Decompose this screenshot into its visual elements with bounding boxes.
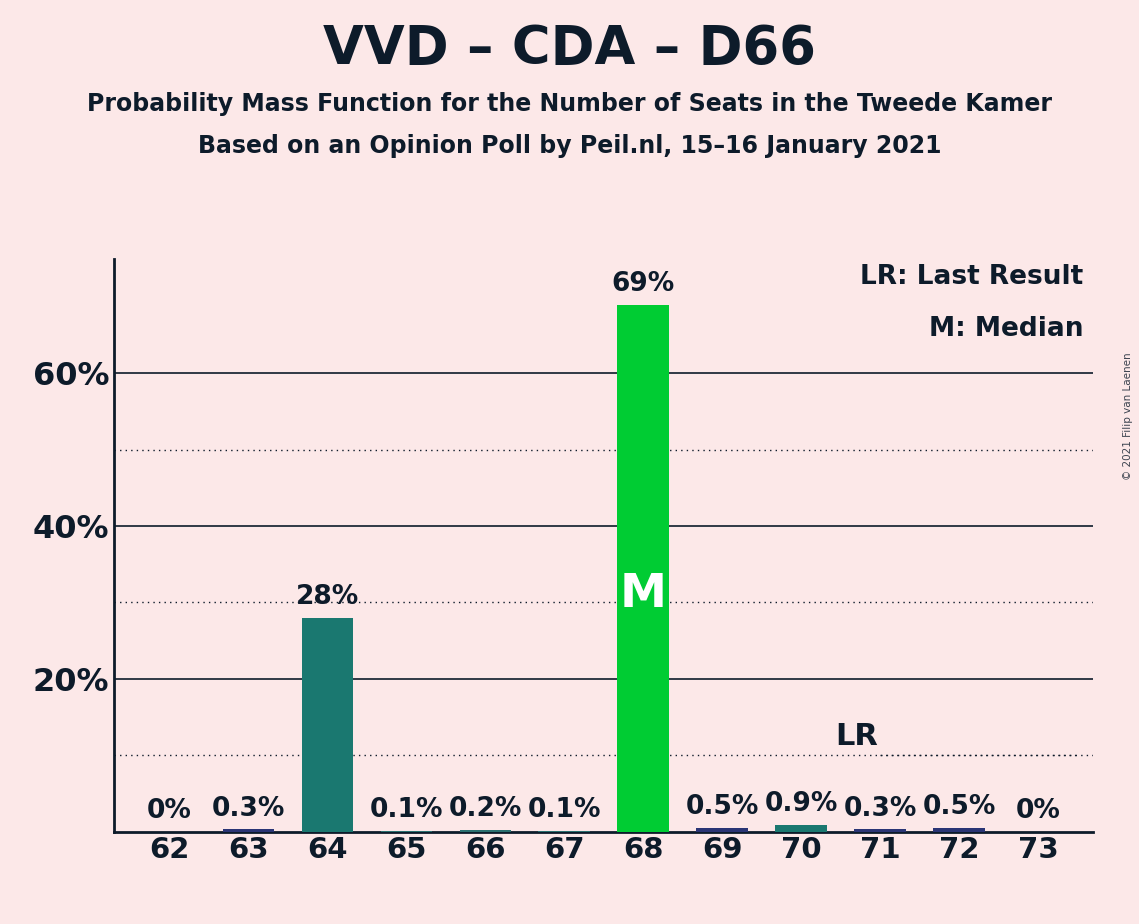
Text: 0%: 0%	[147, 798, 191, 824]
Text: 0.5%: 0.5%	[686, 794, 759, 821]
Text: 0.1%: 0.1%	[369, 797, 443, 823]
Text: LR: Last Result: LR: Last Result	[860, 264, 1083, 290]
Text: M: M	[620, 572, 666, 617]
Bar	[617, 305, 669, 832]
Text: LR: LR	[835, 723, 878, 751]
Bar	[696, 828, 748, 832]
Text: 0.3%: 0.3%	[212, 796, 285, 821]
Bar	[459, 830, 511, 832]
Text: 0.1%: 0.1%	[527, 797, 601, 823]
Text: Based on an Opinion Poll by Peil.nl, 15–16 January 2021: Based on an Opinion Poll by Peil.nl, 15–…	[198, 134, 941, 158]
Text: 69%: 69%	[612, 271, 674, 297]
Bar	[934, 828, 985, 832]
Text: 0.2%: 0.2%	[449, 796, 522, 822]
Text: M: Median: M: Median	[929, 316, 1083, 342]
Bar	[776, 825, 827, 832]
Text: 0.3%: 0.3%	[844, 796, 917, 821]
Text: VVD – CDA – D66: VVD – CDA – D66	[323, 23, 816, 75]
Text: 0%: 0%	[1016, 798, 1060, 824]
Bar	[854, 830, 906, 832]
Bar	[302, 618, 353, 832]
Bar	[222, 830, 273, 832]
Text: © 2021 Filip van Laenen: © 2021 Filip van Laenen	[1123, 352, 1133, 480]
Text: 28%: 28%	[295, 584, 359, 610]
Text: 0.9%: 0.9%	[764, 791, 838, 817]
Text: 0.5%: 0.5%	[923, 794, 995, 821]
Text: Probability Mass Function for the Number of Seats in the Tweede Kamer: Probability Mass Function for the Number…	[87, 92, 1052, 116]
